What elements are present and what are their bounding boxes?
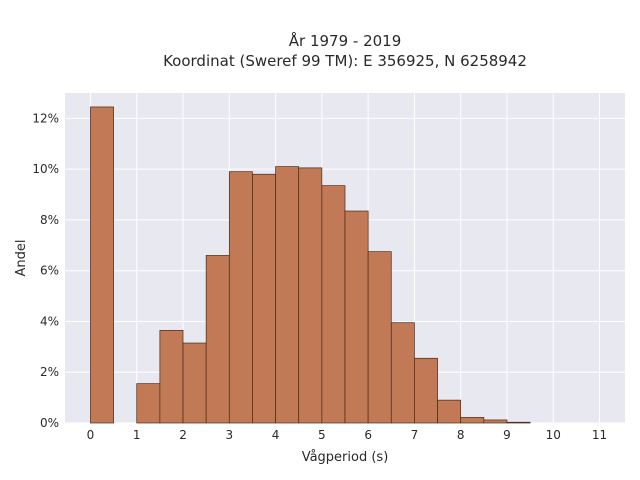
histogram-bar xyxy=(506,421,531,424)
x-tick-label: 9 xyxy=(503,428,511,442)
y-tick-label: 6% xyxy=(40,264,59,278)
histogram-bar xyxy=(298,167,323,424)
histogram-bar xyxy=(460,417,485,424)
x-tick-label: 11 xyxy=(592,428,607,442)
x-tick-label: 7 xyxy=(411,428,419,442)
x-tick-label: 1 xyxy=(133,428,141,442)
x-tick-label: 5 xyxy=(318,428,326,442)
x-tick-label: 8 xyxy=(457,428,465,442)
histogram-bar xyxy=(228,171,253,424)
chart-title-line-1: År 1979 - 2019 xyxy=(289,31,402,50)
histogram-bar xyxy=(159,329,184,424)
histogram-bar xyxy=(437,399,462,424)
histogram-bar xyxy=(275,166,300,424)
y-tick-labels: 0% 2% 4% 6% 8% 10% 12% xyxy=(32,111,59,430)
x-tick-label: 2 xyxy=(179,428,187,442)
y-axis-label: Andel xyxy=(14,240,29,277)
x-tick-label: 0 xyxy=(87,428,95,442)
histogram-bar xyxy=(182,342,207,424)
histogram-bar xyxy=(136,383,161,424)
y-tick-label: 0% xyxy=(40,416,59,430)
y-tick-label: 10% xyxy=(32,162,59,176)
bars xyxy=(90,106,531,424)
y-tick-label: 4% xyxy=(40,314,59,328)
histogram-bar xyxy=(390,322,415,424)
y-tick-label: 8% xyxy=(40,213,59,227)
histogram-bar xyxy=(483,419,508,424)
histogram-bar xyxy=(321,185,346,424)
x-tick-labels: 0 1 2 3 4 5 6 7 8 9 10 11 xyxy=(87,428,608,442)
x-tick-label: 3 xyxy=(225,428,233,442)
histogram-bar xyxy=(90,106,114,424)
histogram-bar xyxy=(414,357,438,424)
histogram-bar xyxy=(205,255,230,424)
x-axis-label: Vågperiod (s) xyxy=(302,450,389,465)
histogram-bar xyxy=(367,251,392,424)
y-tick-label: 2% xyxy=(40,365,59,379)
x-tick-label: 10 xyxy=(546,428,561,442)
y-tick-label: 12% xyxy=(32,111,59,125)
chart-title-line-2: Koordinat (Sweref 99 TM): E 356925, N 62… xyxy=(163,52,527,70)
histogram-bar xyxy=(252,173,276,424)
histogram-bar xyxy=(344,210,369,424)
x-tick-label: 6 xyxy=(364,428,372,442)
x-tick-label: 4 xyxy=(272,428,280,442)
